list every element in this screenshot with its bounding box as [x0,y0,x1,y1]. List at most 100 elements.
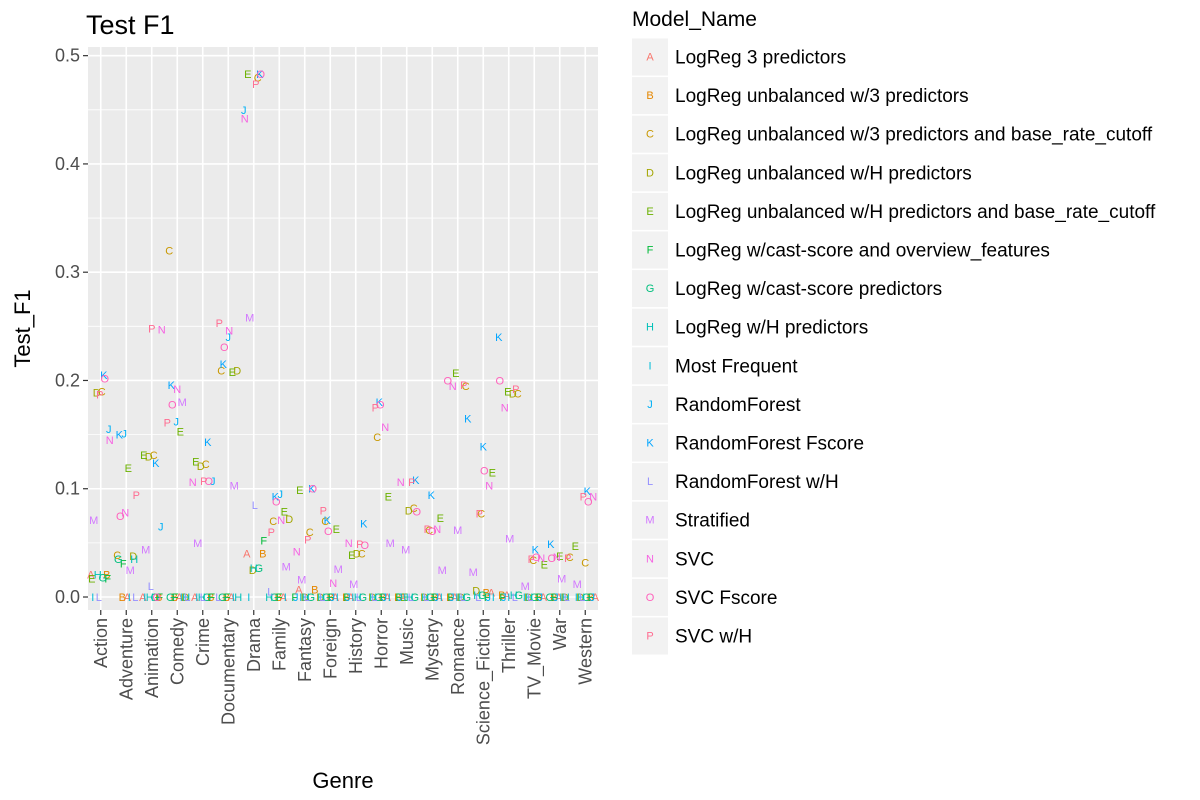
data-point: L [215,592,221,604]
data-point: I [559,592,562,604]
data-point: O [168,399,177,411]
data-point: G [478,590,487,602]
data-point: H [406,592,414,604]
data-point: F [447,592,454,604]
data-point: G [530,592,539,604]
data-point: J [382,592,388,604]
legend-key [632,578,668,616]
axes: 0.0 0.1 0.2 0.3 0.4 0.5 Action Adventure Animati… [10,10,598,793]
data-point: N [121,508,129,520]
data-point: F [208,592,215,604]
data-point: J [330,592,336,604]
data-point: J [486,592,492,604]
legend-key-letter: C [646,129,654,141]
data-point: C [462,381,470,393]
data-point: P [460,380,467,392]
data-point: H [198,592,206,604]
data-point: N [589,491,597,503]
data-point: F [276,592,283,604]
legend-key [632,463,668,501]
data-point: D [301,592,309,604]
data-point: L [423,592,429,604]
data-point: L [304,592,310,604]
data-point: N [433,524,441,536]
data-point: P [408,477,415,489]
data-point: L [564,592,570,604]
data-point: A [436,592,444,604]
x-tick-label: Action [91,618,111,668]
legend-key-letter: L [647,476,653,488]
data-point: I [507,592,510,604]
data-point: M [521,581,530,593]
data-point: H [354,592,362,604]
data-point: B [171,592,178,604]
data-point: K [116,430,124,442]
legend-key-letter: K [646,438,654,450]
data-point: H [265,592,273,604]
data-point: E [400,592,407,604]
data-point: G [254,563,263,575]
data-point: O [152,592,161,604]
data-point: C [113,550,121,562]
data-point: B [155,592,162,604]
data-point: P [528,554,535,566]
data-point: F [432,592,439,604]
data-point: C [254,72,262,84]
data-point: B [342,592,349,604]
data-point: E [452,368,459,380]
data-point: C [581,557,589,569]
data-point: B [498,590,505,602]
data-point: A [243,549,251,561]
data-point: H [577,592,585,604]
data-point: O [480,465,489,477]
data-point: C [514,388,522,400]
data-point: G [306,592,315,604]
data-point: M [573,579,582,591]
data-point: O [584,497,593,509]
data-point: E [504,386,511,398]
data-point: E [333,524,340,536]
legend-label: LogReg 3 predictors [675,48,846,69]
data-point: D [197,461,205,473]
data-point: K [152,458,160,470]
data-point: I [284,592,287,604]
legend-key [632,231,668,269]
data-point: G [410,592,419,604]
legend-key-letter: O [646,592,655,604]
data-point: O [204,476,213,488]
data-point: I [232,592,235,604]
data-point: B [379,592,386,604]
data-point: D [509,388,517,400]
legend-key [632,154,668,192]
data-point: J [538,592,544,604]
data-point: C [306,527,314,539]
x-tick-label: TV_Movie [524,618,545,699]
data-point: J [397,592,403,604]
data-point: D [457,592,465,604]
data-point: J [345,592,351,604]
data-point: F [499,592,506,604]
y-tick-label: 0.0 [55,587,80,607]
data-point: D [181,592,189,604]
data-point: A [488,588,496,600]
data-point: G [218,592,227,604]
x-tick-label: Romance [448,618,468,695]
data-point: I [299,592,302,604]
data-point: L [475,592,481,604]
data-point: H [369,592,377,604]
data-point: J [590,592,596,604]
data-point: F [588,592,595,604]
data-point: N [553,552,561,564]
data-point: N [189,477,197,489]
data-point: P [424,524,431,536]
legend-label: LogReg unbalanced w/H predictors and bas… [675,202,1156,223]
data-point: M [386,538,395,550]
data-point: C [150,450,158,462]
data-point: I [351,592,354,604]
x-tick-label: Foreign [320,618,340,679]
data-point: E [88,574,95,586]
data-point: M [469,567,478,579]
data-point: M [401,544,410,556]
data-point: L [356,592,362,604]
data-point: I [455,592,458,604]
